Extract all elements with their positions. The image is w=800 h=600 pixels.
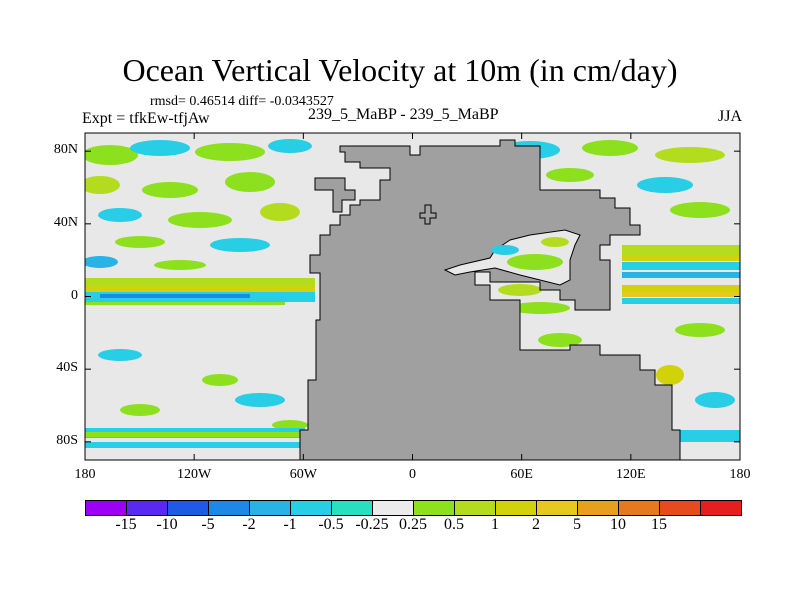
- colorbar-box: [577, 500, 619, 516]
- season-label: JJA: [717, 108, 742, 125]
- colorbar-label: 5: [573, 516, 581, 533]
- x-tick-label: 60W: [289, 467, 317, 482]
- colorbar-label: 10: [610, 516, 626, 533]
- colorbar-box: [126, 500, 168, 516]
- colorbar-box: [331, 500, 373, 516]
- map-title: Ocean Vertical Velocity at 10m (in cm/da…: [122, 52, 678, 88]
- colorbar-box: [536, 500, 578, 516]
- small-island: [419, 204, 437, 225]
- case-pair-label: 239_5_MaBP - 239_5_MaBP: [308, 106, 499, 123]
- y-tick-label: 40S: [56, 360, 78, 376]
- small-peninsula: [314, 177, 356, 213]
- colorbar: [85, 500, 742, 518]
- y-tick-label: 80S: [56, 432, 78, 448]
- axis-ticks: [84, 133, 741, 460]
- colorbar-box: [208, 500, 250, 516]
- main-continent: [299, 139, 681, 460]
- colorbar-box: [659, 500, 701, 516]
- experiment-label: Expt = tfkEw-tfjAw: [82, 110, 210, 127]
- x-tick-label: 0: [409, 467, 416, 482]
- y-tick-label: 0: [71, 287, 78, 303]
- colorbar-box: [85, 500, 127, 516]
- x-tick-label: 120E: [616, 467, 646, 482]
- x-tick-label: 180: [74, 467, 96, 482]
- colorbar-label: 1: [491, 516, 499, 533]
- colorbar-box: [618, 500, 660, 516]
- colorbar-box: [372, 500, 414, 516]
- y-tick-label: 40N: [53, 214, 78, 230]
- colorbar-box: [454, 500, 496, 516]
- colorbar-label: -15: [115, 516, 137, 533]
- colorbar-label: -2: [242, 516, 256, 533]
- colorbar-box: [700, 500, 742, 516]
- colorbar-box: [290, 500, 332, 516]
- colorbar-label: 0.5: [444, 516, 464, 533]
- colorbar-label: 2: [532, 516, 540, 533]
- x-tick-label: 60E: [510, 467, 533, 482]
- colorbar-label: -1: [283, 516, 297, 533]
- colorbar-label: -5: [201, 516, 215, 533]
- colorbar-label: 15: [651, 516, 667, 533]
- colorbar-label: -10: [156, 516, 178, 533]
- colorbar-label: -0.5: [318, 516, 344, 533]
- colorbar-label: -0.25: [355, 516, 389, 533]
- x-tick-label: 180: [729, 467, 751, 482]
- colorbar-box: [249, 500, 291, 516]
- colorbar-label: 0.25: [399, 516, 427, 533]
- y-tick-label: 80N: [53, 142, 78, 158]
- velocity-patches-pacific: [85, 139, 315, 448]
- rmsd-diff-stats: rmsd= 0.46514 diff= -0.0343527: [150, 94, 334, 109]
- inner-sea-patches: [491, 237, 569, 270]
- colorbar-box: [413, 500, 455, 516]
- colorbar-box: [167, 500, 209, 516]
- x-tick-label: 120W: [177, 467, 212, 482]
- colorbar-box: [495, 500, 537, 516]
